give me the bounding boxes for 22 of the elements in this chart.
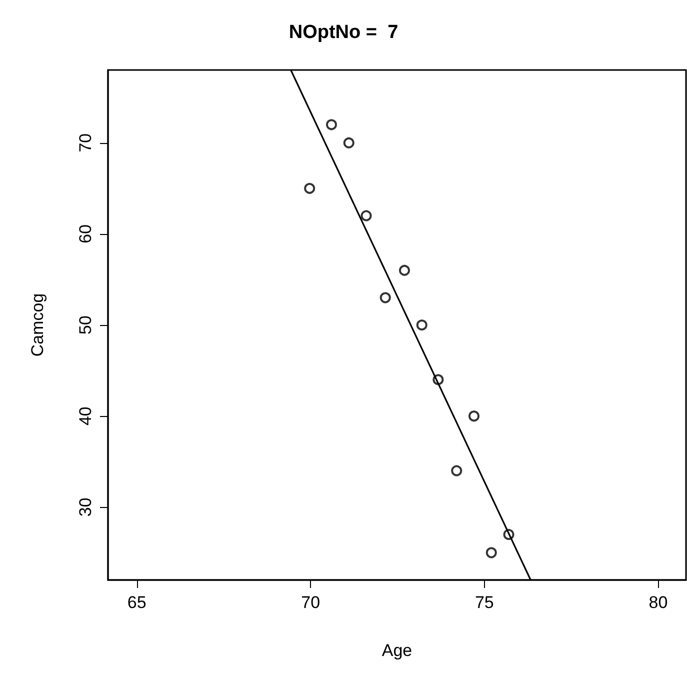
point	[468, 410, 480, 422]
point	[304, 182, 316, 194]
point	[416, 320, 428, 330]
y-tick-label: 50	[76, 316, 95, 334]
x-tick-label: 70	[301, 593, 320, 612]
point	[326, 119, 337, 130]
y-axis-title: Camcog	[28, 293, 47, 357]
y-tick-label: 60	[76, 224, 95, 244]
point	[398, 264, 410, 276]
point	[360, 210, 372, 222]
point	[486, 547, 497, 558]
y-tick-label: 40	[76, 406, 95, 426]
x-tick-label: 65	[127, 593, 146, 612]
chart-title: NOptNo = 7	[288, 22, 398, 43]
y-tick-label: 70	[76, 133, 95, 152]
x-tick-label: 80	[648, 593, 668, 612]
point	[380, 292, 391, 304]
x-tick-label: 75	[474, 593, 494, 612]
point	[451, 465, 462, 476]
y-tick-label: 30	[76, 498, 95, 517]
x-axis-title: Age	[382, 641, 412, 660]
point	[343, 137, 354, 148]
